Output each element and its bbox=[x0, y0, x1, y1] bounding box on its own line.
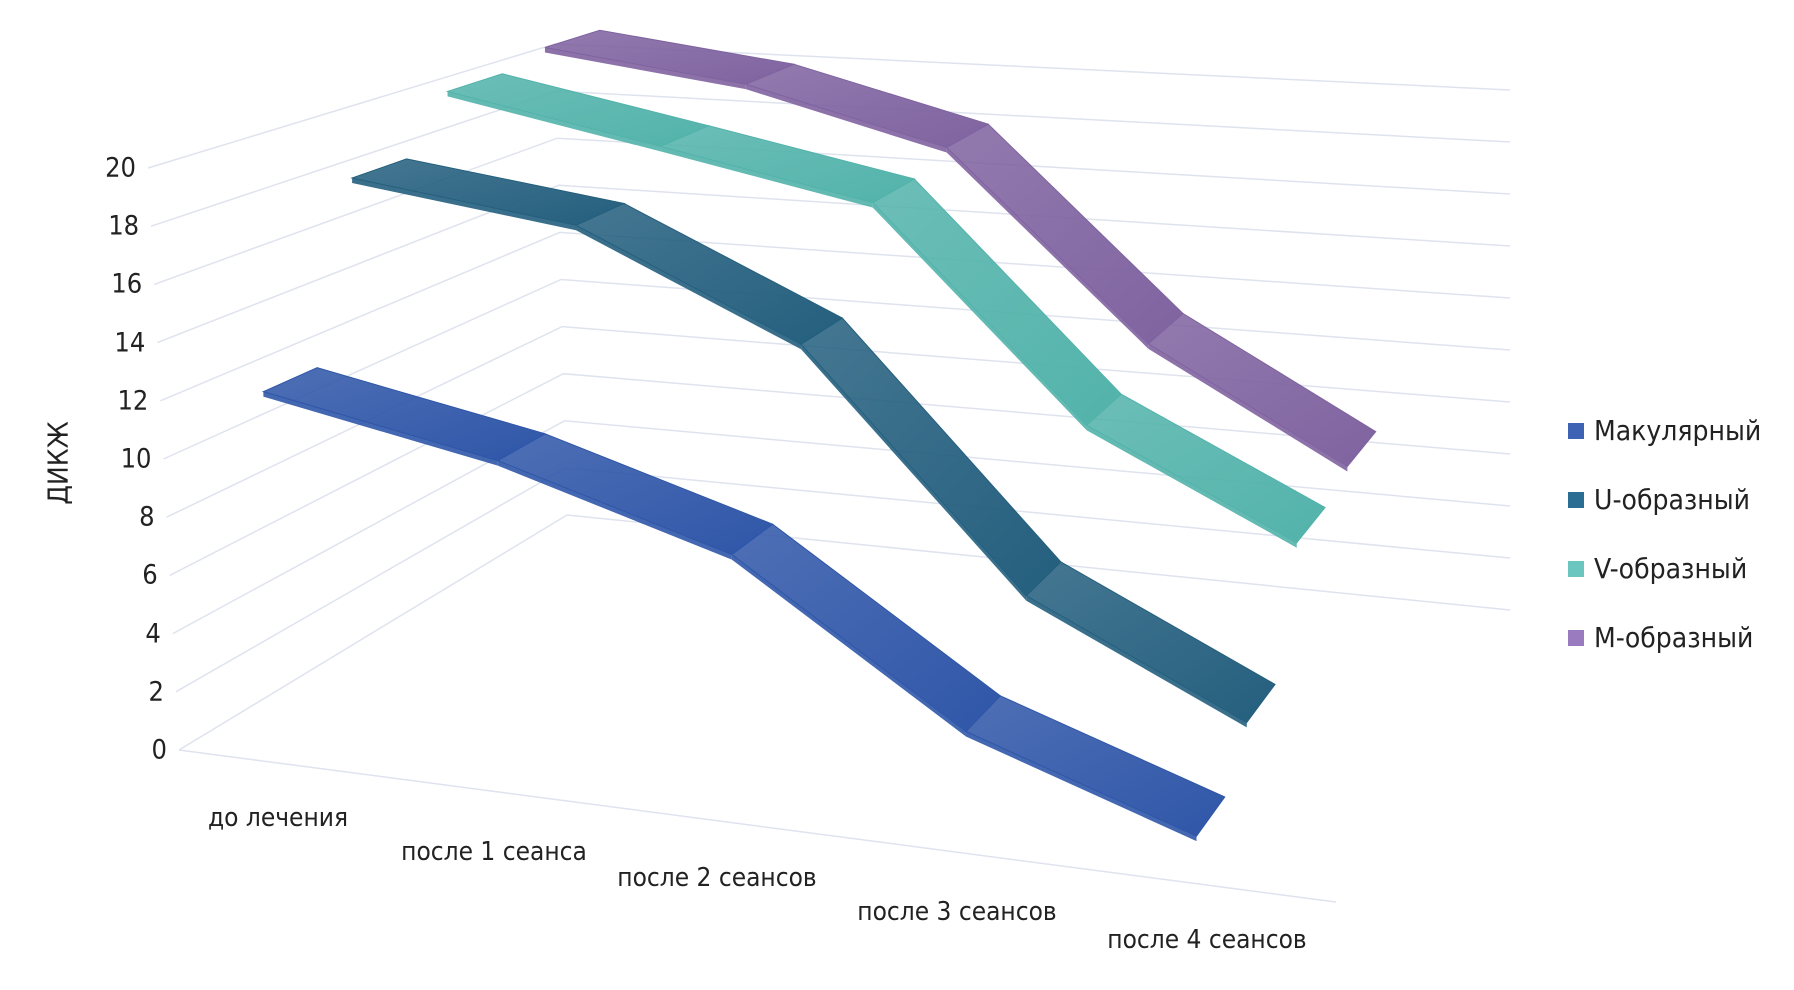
y-tick-label: 20 bbox=[105, 152, 136, 184]
ribbon-edge-1-0 bbox=[352, 178, 577, 231]
ribbon-segment-1-3 bbox=[1025, 561, 1276, 724]
legend-label: V-образный bbox=[1594, 552, 1748, 585]
x-tick-label: после 3 сеансов bbox=[857, 897, 1057, 927]
gridline bbox=[153, 137, 1511, 286]
y-tick-label: 16 bbox=[111, 268, 143, 300]
legend: Макулярный U-образный V-образный М-образный bbox=[1568, 396, 1761, 672]
legend-item: U-образный bbox=[1568, 465, 1761, 534]
ribbon-segment-2-3 bbox=[1085, 393, 1326, 544]
legend-swatch bbox=[1568, 491, 1584, 508]
y-tick-label: 10 bbox=[120, 443, 152, 475]
ribbon-segment-3-1 bbox=[744, 63, 990, 149]
ribbon-segment-1-0 bbox=[350, 158, 626, 226]
gridline bbox=[178, 514, 1511, 751]
legend-label: U-образный bbox=[1594, 483, 1751, 516]
legend-label: Макулярный bbox=[1594, 414, 1762, 447]
ribbon-segment-3-3 bbox=[1147, 312, 1377, 468]
ribbon-edge-0-1 bbox=[497, 460, 732, 560]
legend-swatch bbox=[1568, 560, 1584, 577]
ribbon-segment-2-1 bbox=[658, 125, 916, 204]
y-tick-label: 14 bbox=[114, 327, 146, 359]
ribbon-edge-2-0 bbox=[447, 91, 661, 152]
legend-item: V-образный bbox=[1568, 534, 1761, 603]
legend-item: М-образный bbox=[1568, 603, 1761, 672]
ribbon-edge-2-3 bbox=[1086, 425, 1297, 548]
ribbon-segment-0-3 bbox=[965, 695, 1226, 837]
y-tick-label: 8 bbox=[139, 501, 155, 533]
y-axis-title: ДИКЖ bbox=[41, 421, 75, 505]
ribbon-segment-0-1 bbox=[496, 433, 774, 556]
ribbon-segment-2-0 bbox=[445, 73, 711, 147]
ribbon-edge-0-0 bbox=[263, 391, 498, 466]
legend-label: М-образный bbox=[1594, 621, 1754, 654]
ribbon-edge-0-3 bbox=[965, 731, 1197, 842]
y-tick-label: 2 bbox=[148, 676, 164, 708]
ribbon-edge-1-2 bbox=[801, 344, 1027, 601]
gridline bbox=[169, 372, 1511, 577]
legend-swatch bbox=[1568, 422, 1584, 439]
y-tick-label: 12 bbox=[117, 385, 149, 417]
ribbon-edge-1-1 bbox=[576, 225, 802, 350]
ribbon-segment-0-0 bbox=[261, 367, 547, 462]
ribbon-edge-3-0 bbox=[544, 47, 746, 90]
ribbon-edge-3-3 bbox=[1148, 343, 1348, 472]
gridline bbox=[157, 184, 1511, 344]
ribbon-edge-0-2 bbox=[731, 554, 966, 737]
ribbon-edge-3-1 bbox=[745, 84, 947, 153]
y-tick-label: 0 bbox=[151, 734, 167, 766]
y-tick-label: 6 bbox=[142, 559, 158, 591]
floor-edge bbox=[178, 749, 1337, 903]
ribbon-edge-3-2 bbox=[946, 147, 1149, 349]
ribbon-edge-2-2 bbox=[872, 202, 1087, 431]
x-tick-label: после 4 сеансов bbox=[1107, 925, 1307, 955]
ribbon-edge-1-3 bbox=[1026, 595, 1247, 728]
y-tick-label: 18 bbox=[108, 210, 140, 242]
x-tick-label: после 2 сеансов bbox=[617, 863, 817, 893]
x-tick-label: после 1 сеанса bbox=[401, 837, 587, 867]
x-tick-label: до лечения bbox=[207, 803, 349, 833]
gridline bbox=[160, 231, 1511, 402]
y-tick-label: 4 bbox=[145, 618, 161, 650]
legend-swatch bbox=[1568, 629, 1584, 646]
ribbon-segment-1-1 bbox=[574, 202, 844, 345]
legend-item: Макулярный bbox=[1568, 396, 1761, 465]
ribbon-edge-2-1 bbox=[660, 146, 873, 208]
ribbon-segment-2-2 bbox=[872, 178, 1122, 426]
